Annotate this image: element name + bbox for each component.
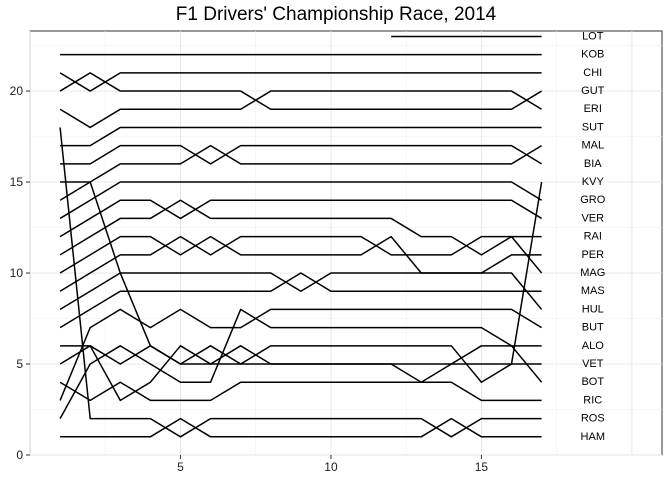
series-label-ros: ROS — [581, 413, 605, 425]
series-line-alo — [59, 308, 542, 419]
series-label-hul: HUL — [582, 303, 604, 315]
series-label-sut: SUT — [582, 121, 604, 133]
series-line-bia — [60, 144, 543, 165]
series-lines — [59, 35, 543, 438]
y-tick-label: 5 — [16, 357, 23, 371]
series-line-vet — [60, 345, 542, 383]
y-tick-label: 15 — [10, 175, 24, 189]
x-tick-label: 10 — [324, 460, 338, 474]
series-line-sut — [60, 126, 542, 147]
series-label-chi: CHI — [583, 67, 602, 79]
series-line-mal — [59, 144, 543, 201]
series-label-mas: MAS — [581, 285, 605, 297]
series-line-chi — [59, 72, 542, 92]
chart-title: F1 Drivers' Championship Race, 2014 — [175, 4, 497, 25]
series-line-mag — [59, 235, 543, 292]
y-tick-label: 10 — [10, 266, 24, 280]
series-label-kob: KOB — [581, 49, 604, 61]
series-line-mas — [59, 272, 542, 329]
series-label-kvy: KVY — [582, 176, 605, 188]
series-line-ham — [60, 417, 542, 438]
series-line-rai — [59, 199, 542, 256]
series-line-gro — [59, 181, 543, 220]
plot-panel — [29, 30, 663, 456]
x-tick-label: 15 — [475, 460, 489, 474]
series-label-mag: MAG — [580, 267, 605, 279]
series-label-gro: GRO — [580, 194, 606, 206]
series-labels: HAM ROS RIC BOT VET ALO BUT HUL MAS MAG PER RAI VER G… — [580, 30, 606, 442]
series-line-ros — [59, 127, 542, 438]
series-label-lot: LOT — [582, 30, 604, 42]
series-label-gut: GUT — [581, 85, 605, 97]
series-label-eri: ERI — [584, 103, 602, 115]
series-label-alo: ALO — [582, 340, 604, 352]
axis-ticks: 5 10 15 0 5 10 15 20 — [10, 84, 489, 474]
series-label-ver: VER — [581, 212, 604, 224]
series-line-ver — [59, 199, 543, 238]
series-label-rai: RAI — [584, 231, 602, 243]
series-line-ric — [59, 381, 542, 402]
series-line-per — [59, 235, 542, 274]
series-label-but: BUT — [582, 322, 604, 334]
y-tick-label: 20 — [10, 84, 24, 98]
series-label-mal: MAL — [581, 140, 604, 152]
series-label-per: PER — [581, 249, 604, 261]
series-label-ham: HAM — [581, 431, 605, 443]
series-label-vet: VET — [582, 358, 604, 370]
x-tick-label: 5 — [177, 460, 184, 474]
series-label-ric: RIC — [583, 394, 602, 406]
series-label-bia: BIA — [584, 158, 602, 170]
series-line-kvy — [60, 181, 543, 365]
y-tick-label: 0 — [16, 448, 23, 462]
series-line-eri — [59, 90, 543, 129]
series-label-bot: BOT — [581, 376, 604, 388]
series-line-gut — [59, 72, 543, 110]
